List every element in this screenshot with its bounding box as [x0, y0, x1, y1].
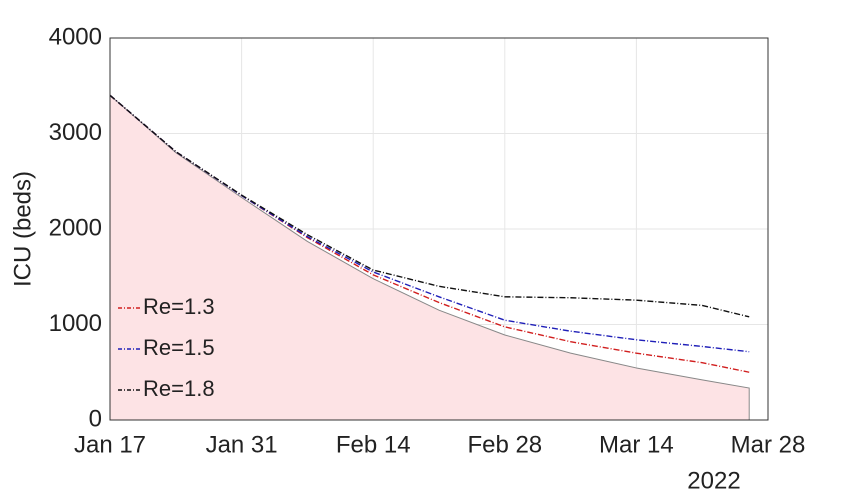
- y-tick-label: 0: [89, 405, 102, 432]
- y-tick-label: 3000: [49, 119, 102, 146]
- x-year-label: 2022: [687, 467, 740, 494]
- area: [109, 94, 750, 421]
- y-tick-label: 2000: [49, 214, 102, 241]
- legend-label: Re=1.5: [143, 335, 215, 360]
- x-tick-label: Mar 14: [599, 431, 674, 458]
- y-tick-label: 1000: [49, 310, 102, 337]
- line: [109, 94, 750, 318]
- x-tick-label: Jan 31: [206, 431, 278, 458]
- line: [109, 94, 750, 373]
- y-axis-label: ICU (beds): [9, 171, 36, 287]
- legend-label: Re=1.3: [143, 294, 215, 319]
- line: [109, 94, 750, 353]
- x-tick-label: Jan 17: [74, 431, 146, 458]
- axes-box: [109, 37, 769, 421]
- y-tick-label: 4000: [49, 23, 102, 50]
- x-tick-label: Mar 28: [731, 431, 806, 458]
- x-tick-label: Feb 28: [467, 431, 542, 458]
- legend-label: Re=1.8: [143, 376, 215, 401]
- x-tick-label: Feb 14: [336, 431, 411, 458]
